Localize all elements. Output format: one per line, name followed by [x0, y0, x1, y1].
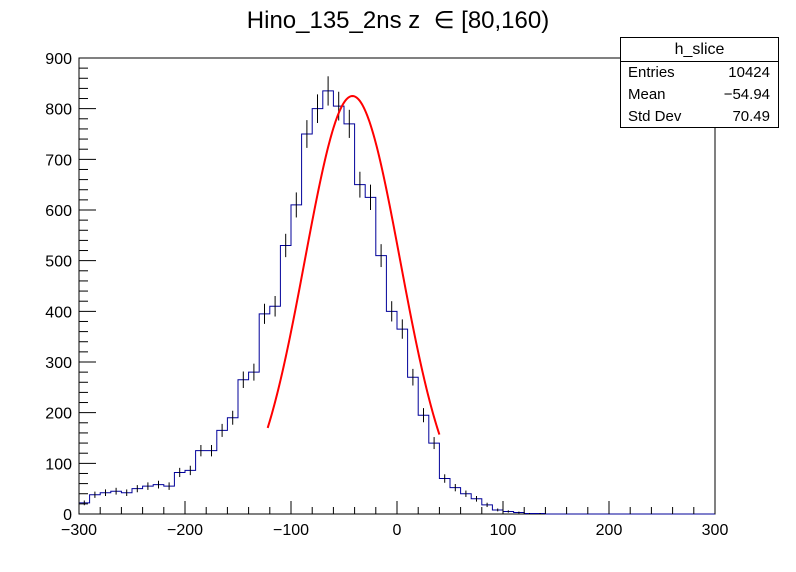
- histogram-bar: [376, 256, 387, 514]
- stats-row-stddev: Std Dev 70.49: [621, 106, 778, 128]
- histogram-bar: [397, 329, 408, 514]
- y-tick-label: 100: [45, 456, 72, 473]
- x-tick-label: 0: [393, 522, 402, 539]
- y-tick-label: 300: [45, 355, 72, 372]
- chart-title: Hino_135_2ns z ∈ [80,160): [246, 7, 550, 34]
- y-tick-label: 900: [45, 51, 72, 68]
- histogram-bar: [365, 197, 376, 514]
- histogram-bar: [227, 418, 238, 514]
- histogram-bar: [323, 91, 334, 514]
- error-bars-layer: [83, 76, 541, 514]
- histogram-bar: [111, 491, 122, 514]
- histogram-bar: [164, 486, 175, 514]
- histogram-bar: [206, 451, 217, 514]
- histogram-bar: [333, 106, 344, 514]
- x-tick-label: 100: [490, 522, 517, 539]
- fit-curve-layer: [266, 94, 441, 435]
- y-tick-label: 500: [45, 254, 72, 271]
- histogram-bar: [429, 443, 440, 514]
- stats-row-mean: Mean −54.94: [621, 84, 778, 106]
- histogram-bar: [249, 372, 260, 514]
- histogram-bar: [355, 185, 366, 514]
- histogram-bar: [174, 472, 185, 514]
- y-tick-label: 400: [45, 304, 72, 321]
- histogram-bar: [344, 124, 355, 514]
- y-tick-label: 600: [45, 203, 72, 220]
- y-tick-label: 800: [45, 102, 72, 119]
- stats-label: Entries: [628, 64, 675, 81]
- stats-value: −54.94: [723, 86, 770, 103]
- axes-layer: −300 −200 −100 0 100 200 300 0 100 200 300 400 500 60…: [45, 51, 728, 539]
- x-tick-label: −200: [167, 522, 203, 539]
- histogram-bar: [238, 380, 249, 514]
- histogram-bar: [153, 485, 164, 514]
- stats-box: h_slice Entries 10424 Mean −54.94 Std De…: [620, 37, 779, 128]
- y-tick-label: 0: [63, 507, 72, 524]
- histogram-bar: [418, 415, 429, 514]
- fit-curve: [266, 94, 441, 435]
- stats-label: Std Dev: [628, 108, 682, 125]
- histogram-bar: [217, 430, 228, 514]
- histogram-bar: [143, 486, 154, 514]
- x-tick-label: −100: [273, 522, 309, 539]
- y-tick-label: 200: [45, 406, 72, 423]
- y-tick-label: 700: [45, 152, 72, 169]
- histogram-layer: [79, 90, 715, 515]
- x-tick-label: 300: [702, 522, 729, 539]
- histogram-bar: [408, 377, 419, 514]
- stats-value: 70.49: [732, 108, 770, 125]
- histogram-bar: [386, 311, 397, 514]
- histogram-bar: [280, 245, 291, 514]
- histogram-bar: [259, 314, 270, 514]
- histogram-bar: [270, 306, 281, 514]
- x-tick-label: 200: [596, 522, 623, 539]
- x-tick-label: −300: [61, 522, 97, 539]
- histogram-bar: [439, 479, 450, 514]
- histogram-bar: [196, 451, 207, 514]
- stats-title: h_slice: [621, 38, 778, 62]
- histogram-bar: [132, 489, 143, 514]
- histogram-bar: [185, 470, 196, 514]
- stats-value: 10424: [728, 64, 770, 81]
- histogram-bar: [312, 109, 323, 514]
- stats-label: Mean: [628, 86, 666, 103]
- histogram-bar: [291, 205, 302, 514]
- histogram-bar: [302, 134, 313, 514]
- stats-row-entries: Entries 10424: [621, 62, 778, 84]
- histogram-outline: [79, 90, 715, 515]
- histogram-bar: [450, 488, 461, 514]
